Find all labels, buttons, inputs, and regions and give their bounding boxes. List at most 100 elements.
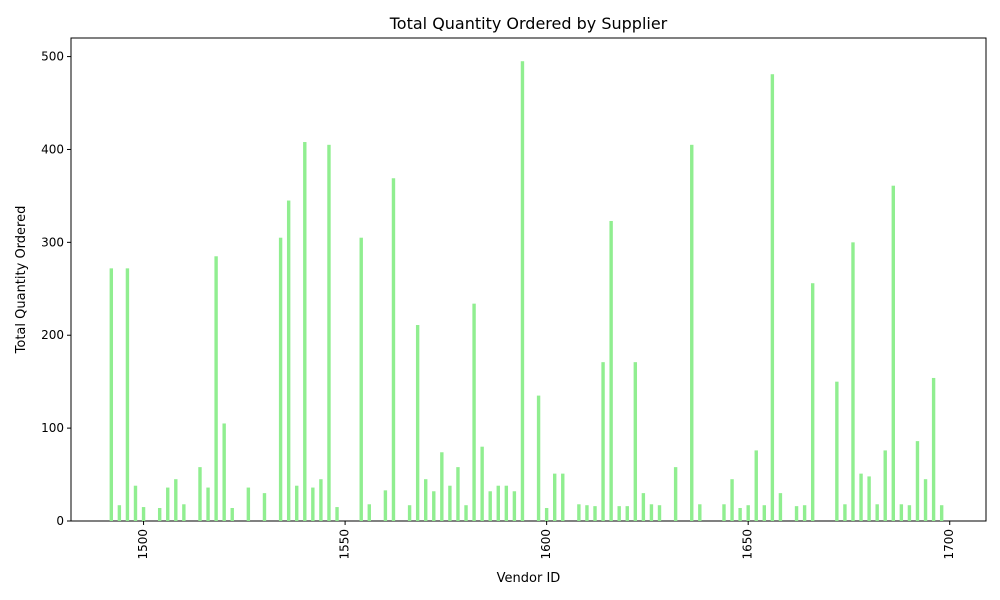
- bar: [117, 505, 122, 521]
- bar: [649, 504, 654, 521]
- bar: [939, 505, 944, 521]
- bar: [222, 423, 226, 521]
- bar: [577, 504, 581, 521]
- bar: [109, 268, 114, 521]
- bar: [690, 144, 694, 521]
- bar: [278, 237, 283, 522]
- bar: [754, 450, 758, 521]
- bar: [182, 504, 186, 521]
- bar: [335, 507, 339, 521]
- y-tick-label: 0: [56, 514, 64, 528]
- bar: [778, 493, 783, 521]
- bar: [512, 491, 517, 521]
- bar: [617, 506, 621, 521]
- bar: [157, 507, 162, 521]
- bar: [859, 473, 863, 521]
- x-tick-label: 1700: [942, 529, 956, 560]
- bar: [673, 467, 678, 521]
- bar: [722, 504, 726, 521]
- bar: [899, 504, 904, 521]
- bar: [536, 395, 541, 521]
- bar: [367, 504, 371, 521]
- bar: [246, 487, 251, 521]
- bar: [601, 362, 605, 521]
- bar: [303, 142, 307, 521]
- bar: [625, 506, 629, 521]
- y-tick-label: 300: [41, 235, 64, 249]
- y-tick-label: 400: [41, 142, 64, 156]
- bar: [480, 446, 484, 521]
- bar: [133, 485, 138, 521]
- bar: [472, 303, 476, 521]
- bar: [424, 479, 428, 521]
- bar: [802, 505, 807, 521]
- bar: [544, 507, 549, 521]
- bar: [230, 507, 234, 521]
- bar: [923, 479, 928, 521]
- bar: [262, 493, 267, 521]
- x-tick-label: 1500: [136, 529, 150, 560]
- bar: [553, 473, 557, 521]
- bar: [327, 144, 331, 521]
- bars-group: [109, 61, 944, 522]
- bar: [125, 268, 130, 521]
- x-axis-label: Vendor ID: [497, 571, 561, 586]
- bar: [907, 505, 912, 521]
- bar: [504, 485, 509, 521]
- bar: [738, 507, 742, 521]
- x-tick-label: 1550: [338, 529, 352, 560]
- plot-frame: [70, 37, 987, 522]
- bar: [206, 487, 210, 521]
- x-axis-ticks: 1500 1550 1600 1650 1700: [136, 521, 956, 560]
- bar: [488, 491, 492, 521]
- bar: [835, 381, 839, 521]
- bar: [359, 237, 363, 522]
- bar: [730, 479, 734, 521]
- y-axis-label: Total Quantity Ordered: [14, 206, 29, 355]
- bar: [641, 493, 646, 521]
- bar: [383, 490, 388, 521]
- bar: [174, 479, 178, 521]
- bar: [295, 485, 299, 521]
- chart-title: Total Quantity Ordered by Supplier: [389, 14, 668, 33]
- bar: [319, 479, 323, 521]
- y-tick-label: 200: [41, 328, 64, 342]
- bar: [746, 505, 750, 521]
- bar: [391, 178, 396, 521]
- y-axis-ticks: 0 100 200 300 400 500: [41, 50, 71, 528]
- bar: [407, 505, 412, 521]
- bar: [698, 504, 702, 521]
- bar: [198, 467, 202, 521]
- bar: [915, 441, 920, 521]
- bar: [883, 450, 887, 521]
- bar: [875, 504, 879, 521]
- bar: [891, 185, 895, 522]
- bar: [166, 487, 170, 521]
- bar: [432, 491, 436, 521]
- x-tick-label: 1650: [741, 529, 755, 560]
- bar: [770, 74, 775, 521]
- bar: [311, 487, 315, 521]
- bar: [561, 473, 565, 521]
- bar: [456, 467, 460, 521]
- x-tick-label: 1600: [539, 529, 553, 560]
- bar: [286, 200, 291, 521]
- bar: [657, 505, 662, 521]
- bar: [931, 377, 936, 521]
- bar: [810, 283, 815, 521]
- bar: [851, 242, 855, 521]
- y-tick-label: 500: [41, 50, 64, 64]
- bar: [448, 485, 452, 521]
- bar: [794, 506, 799, 521]
- bar: [762, 505, 767, 521]
- bar: [867, 476, 871, 521]
- bar: [633, 362, 638, 521]
- bar: [141, 507, 146, 521]
- bar: [415, 325, 420, 521]
- bar: [593, 506, 597, 521]
- bar: [440, 452, 444, 521]
- bar: [520, 61, 525, 521]
- bar: [496, 485, 500, 521]
- bar: [609, 220, 613, 521]
